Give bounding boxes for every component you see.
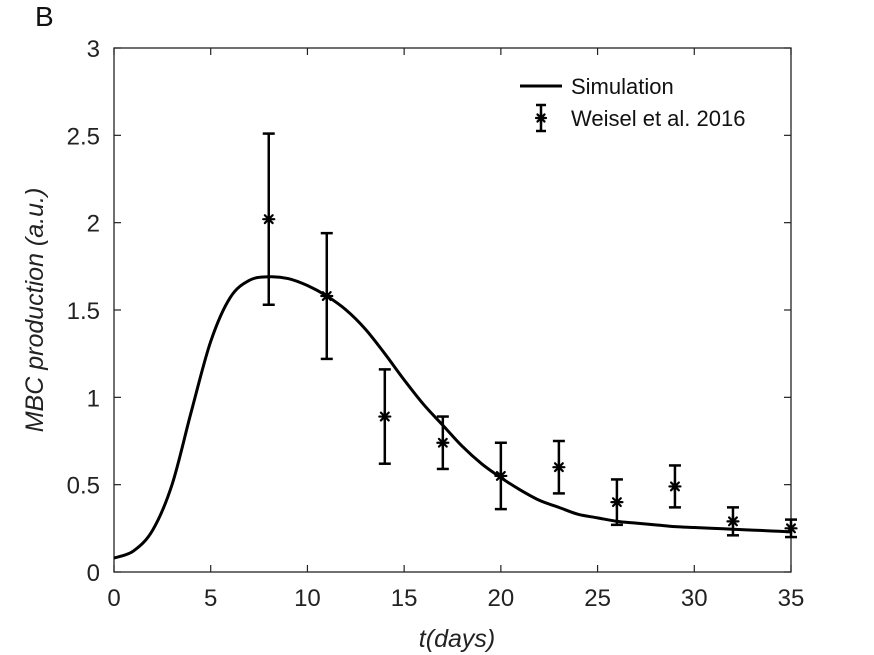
legend-label-weisel: Weisel et al. 2016: [571, 106, 745, 131]
data-point-marker: [726, 514, 740, 528]
data-point-marker: [552, 460, 566, 474]
data-point-marker: [610, 495, 624, 509]
y-tick-label: 0.5: [67, 473, 100, 500]
data-point-marker: [378, 409, 392, 424]
x-axis-ticks: 0 5 10 15 20 25 30 35: [107, 48, 804, 612]
y-axis-ticks: 0 0.5 1 1.5 2 2.5 3: [67, 36, 791, 587]
x-axis-label: t(days): [419, 625, 495, 653]
legend: Simulation Weisel et al. 2016: [520, 74, 745, 133]
x-tick-label: 35: [778, 585, 805, 612]
data-point-marker: [262, 212, 276, 226]
y-tick-label: 3: [87, 36, 100, 63]
x-tick-label: 5: [204, 585, 217, 612]
data-point-marker: [668, 479, 682, 494]
x-tick-label: 15: [391, 585, 418, 612]
data-point-marker: [494, 469, 508, 483]
y-tick-label: 1.5: [67, 298, 100, 325]
x-tick-label: 20: [488, 585, 515, 612]
y-tick-label: 2.5: [67, 123, 100, 150]
x-tick-label: 10: [294, 585, 321, 612]
x-tick-label: 30: [681, 585, 708, 612]
y-tick-label: 2: [87, 211, 100, 238]
data-point-marker: [436, 436, 450, 450]
data-point-marker: [784, 521, 798, 535]
data-point-marker: [320, 289, 334, 303]
data-point-marker: [534, 111, 548, 125]
y-axis-label: MBC production (a.u.): [21, 188, 49, 433]
panel-label: B: [35, 1, 54, 32]
y-tick-label: 1: [87, 385, 100, 412]
x-tick-label: 25: [584, 585, 611, 612]
series-layer: [113, 132, 798, 560]
simulation-line: [113, 275, 792, 560]
y-tick-label: 0: [87, 560, 100, 587]
x-tick-label: 0: [107, 585, 120, 612]
legend-label-simulation: Simulation: [571, 74, 674, 99]
